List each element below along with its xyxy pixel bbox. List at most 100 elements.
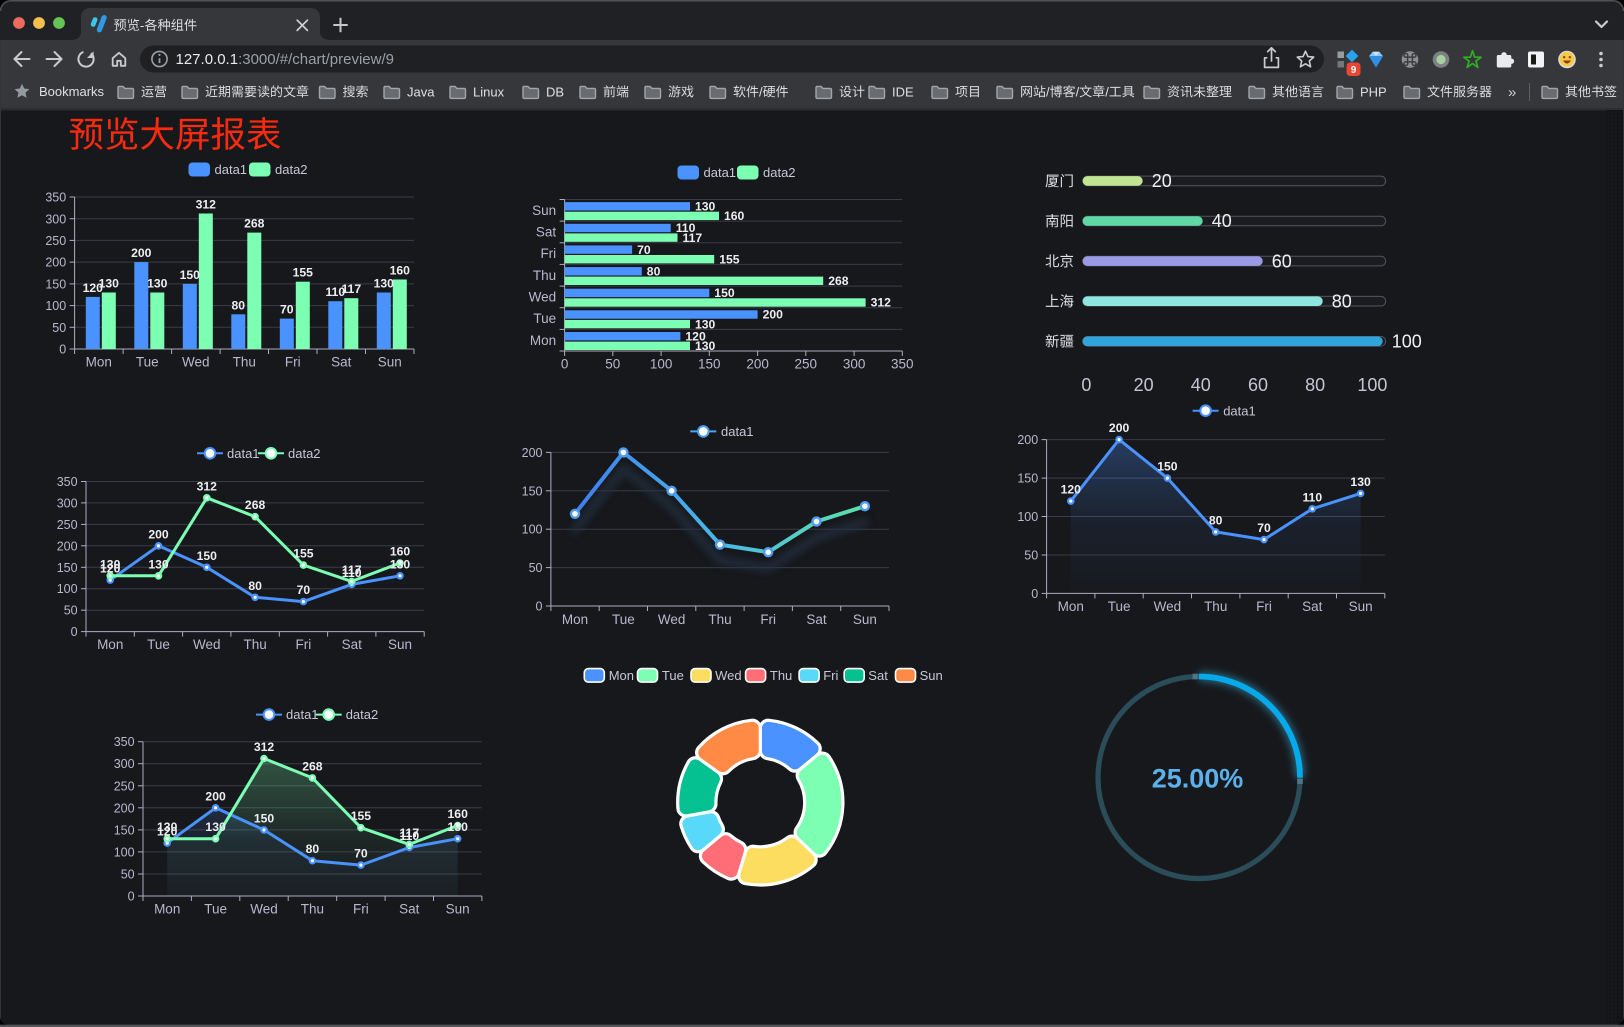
svg-text:/: /: [759, 84, 763, 99]
svg-text:Sat: Sat: [331, 355, 352, 370]
svg-text:150: 150: [522, 484, 543, 498]
svg-text:150: 150: [45, 278, 66, 292]
svg-text:Tue: Tue: [612, 612, 635, 627]
svg-text:Sun: Sun: [388, 637, 412, 652]
svg-text:300: 300: [45, 212, 66, 226]
svg-text:data2: data2: [346, 707, 379, 722]
svg-text:data1: data1: [704, 165, 737, 180]
svg-text:Tue: Tue: [662, 668, 684, 683]
svg-text:130: 130: [448, 820, 469, 834]
svg-text:127.0.0.1:3000/#/chart/preview: 127.0.0.1:3000/#/chart/preview/9: [176, 51, 395, 68]
svg-text:200: 200: [131, 246, 152, 260]
svg-text:DB: DB: [546, 84, 564, 99]
svg-text:350: 350: [57, 475, 78, 489]
svg-text:data2: data2: [763, 165, 796, 180]
svg-text:Fri: Fri: [540, 246, 556, 261]
svg-text:data1: data1: [227, 446, 260, 461]
svg-text:Sun: Sun: [920, 668, 943, 683]
svg-text:250: 250: [45, 234, 66, 248]
svg-text:150: 150: [57, 561, 78, 575]
svg-text:60: 60: [1272, 251, 1292, 271]
svg-text:/: /: [1105, 84, 1109, 99]
svg-text:312: 312: [871, 296, 892, 310]
svg-text:Tue: Tue: [136, 355, 159, 370]
svg-text:Java: Java: [407, 84, 435, 99]
svg-text:Sat: Sat: [399, 902, 420, 917]
svg-text:150: 150: [1157, 460, 1178, 474]
svg-text:117: 117: [342, 563, 362, 577]
svg-text:Thu: Thu: [233, 355, 256, 370]
svg-text:25.00%: 25.00%: [1152, 764, 1244, 794]
svg-text:70: 70: [280, 303, 294, 317]
svg-text:80: 80: [232, 298, 246, 312]
svg-text:70: 70: [637, 243, 651, 257]
svg-text:160: 160: [390, 545, 411, 559]
svg-text:80: 80: [1305, 375, 1325, 395]
svg-text:Sun: Sun: [378, 355, 402, 370]
svg-text:200: 200: [148, 527, 169, 541]
svg-text:data2: data2: [288, 446, 321, 461]
svg-text:160: 160: [724, 209, 745, 223]
svg-text:Thu: Thu: [533, 268, 556, 283]
svg-text:Fri: Fri: [353, 902, 369, 917]
svg-text:/: /: [1076, 84, 1080, 99]
svg-text:0: 0: [128, 890, 135, 904]
svg-text:100: 100: [522, 523, 543, 537]
svg-text:350: 350: [891, 357, 914, 372]
svg-text:160: 160: [448, 807, 469, 821]
svg-text:110: 110: [676, 221, 696, 235]
svg-text:80: 80: [306, 842, 320, 856]
svg-text:155: 155: [293, 266, 314, 280]
svg-text:Wed: Wed: [715, 668, 742, 683]
svg-text:155: 155: [719, 252, 740, 266]
svg-text:data1: data1: [1223, 403, 1256, 418]
svg-text:300: 300: [843, 357, 866, 372]
svg-text:Thu: Thu: [708, 612, 731, 627]
svg-text:data1: data1: [286, 707, 319, 722]
svg-text:Mon: Mon: [562, 612, 588, 627]
svg-text:Sat: Sat: [868, 668, 888, 683]
svg-text:268: 268: [302, 759, 323, 773]
svg-text:155: 155: [293, 547, 314, 561]
svg-text:100: 100: [1392, 332, 1422, 352]
svg-text:117: 117: [399, 826, 419, 840]
svg-text:150: 150: [180, 268, 201, 282]
svg-text:250: 250: [114, 779, 135, 793]
svg-text:120: 120: [83, 281, 104, 295]
svg-text:50: 50: [1024, 549, 1038, 563]
svg-text:120: 120: [1061, 483, 1082, 497]
svg-text:150: 150: [1017, 472, 1038, 486]
svg-text:350: 350: [114, 735, 135, 749]
svg-text:268: 268: [244, 217, 265, 231]
svg-text:130: 130: [695, 317, 716, 331]
svg-text:Thu: Thu: [770, 668, 792, 683]
svg-text:PHP: PHP: [1360, 84, 1387, 99]
svg-text:Wed: Wed: [250, 902, 278, 917]
svg-text:Sat: Sat: [806, 612, 827, 627]
svg-text:Tue: Tue: [533, 311, 556, 326]
svg-text:117: 117: [341, 282, 361, 296]
svg-text:70: 70: [354, 847, 368, 861]
svg-text:Mon: Mon: [86, 355, 112, 370]
svg-text:312: 312: [196, 198, 217, 212]
svg-text:Sat: Sat: [342, 637, 363, 652]
svg-text:300: 300: [57, 496, 78, 510]
svg-text:/: /: [1046, 84, 1050, 99]
svg-text:117: 117: [683, 231, 703, 245]
svg-text:250: 250: [795, 357, 818, 372]
svg-text:Fri: Fri: [760, 612, 776, 627]
svg-text:Sun: Sun: [853, 612, 877, 627]
svg-text:200: 200: [114, 801, 135, 815]
svg-text:Fri: Fri: [1256, 599, 1272, 614]
svg-text:130: 130: [374, 277, 395, 291]
svg-text:200: 200: [45, 256, 66, 270]
svg-text:IDE: IDE: [892, 84, 914, 99]
svg-text:80: 80: [647, 264, 661, 278]
svg-text:200: 200: [1017, 433, 1038, 447]
svg-text:100: 100: [57, 582, 78, 596]
svg-text:40: 40: [1191, 375, 1211, 395]
svg-text:268: 268: [245, 498, 266, 512]
svg-text:350: 350: [45, 191, 66, 205]
svg-text:Tue: Tue: [147, 637, 170, 652]
svg-text:Wed: Wed: [529, 290, 557, 305]
